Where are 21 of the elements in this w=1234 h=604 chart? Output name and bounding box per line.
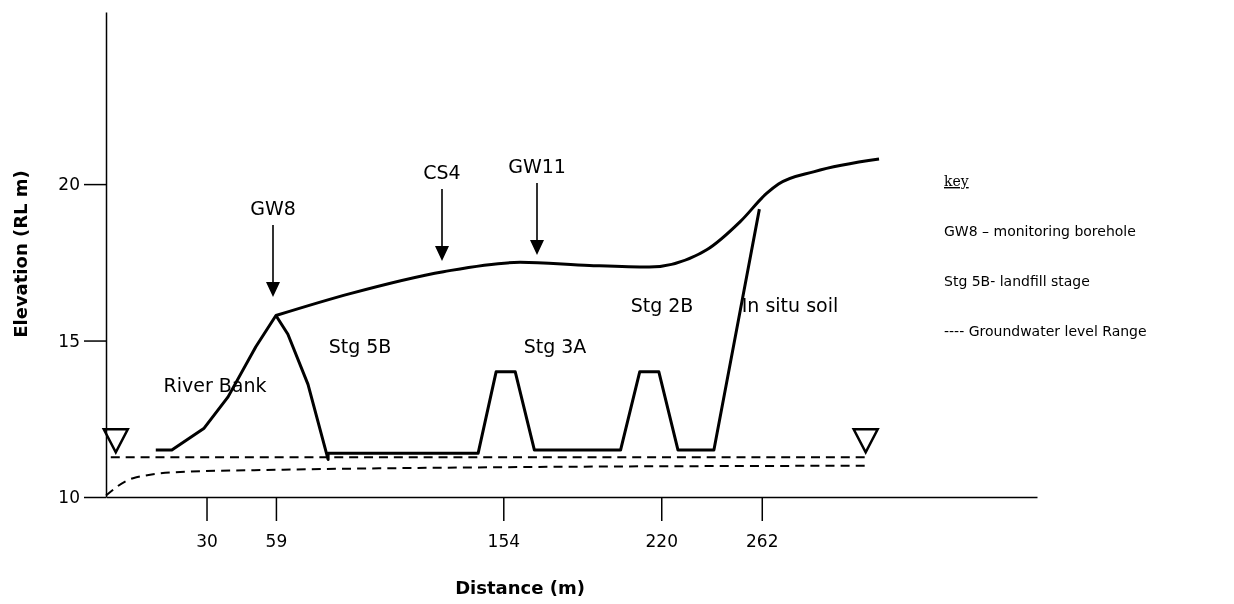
y-tick-label: 20 <box>58 174 80 195</box>
annotation: Stg 5B- landfill stage <box>944 273 1090 289</box>
y-tick-label: 10 <box>58 486 80 507</box>
annotation: ---- Groundwater level Range <box>944 323 1147 339</box>
annotation: GW11 <box>508 155 566 177</box>
annotation: CS4 <box>423 161 461 183</box>
annotation: In situ soil <box>741 294 839 316</box>
y-tick-label: 15 <box>58 330 80 351</box>
annotation: Stg 5B <box>328 335 392 357</box>
x-tick-label: 154 <box>487 531 521 552</box>
x-axis-title: Distance (m) <box>455 577 585 598</box>
x-tick-label: 59 <box>265 531 288 552</box>
annotation: GW8 <box>250 197 296 219</box>
y-axis-title: Elevation (RL m) <box>10 170 31 338</box>
x-tick-label: 30 <box>196 531 218 552</box>
x-tick-label: 220 <box>645 531 678 552</box>
annotation: Stg 3A <box>523 335 587 357</box>
annotation: Stg 2B <box>630 294 694 316</box>
annotation: GW8 – monitoring borehole <box>944 223 1136 239</box>
x-tick-label: 262 <box>746 531 779 552</box>
annotation: key <box>944 173 969 189</box>
